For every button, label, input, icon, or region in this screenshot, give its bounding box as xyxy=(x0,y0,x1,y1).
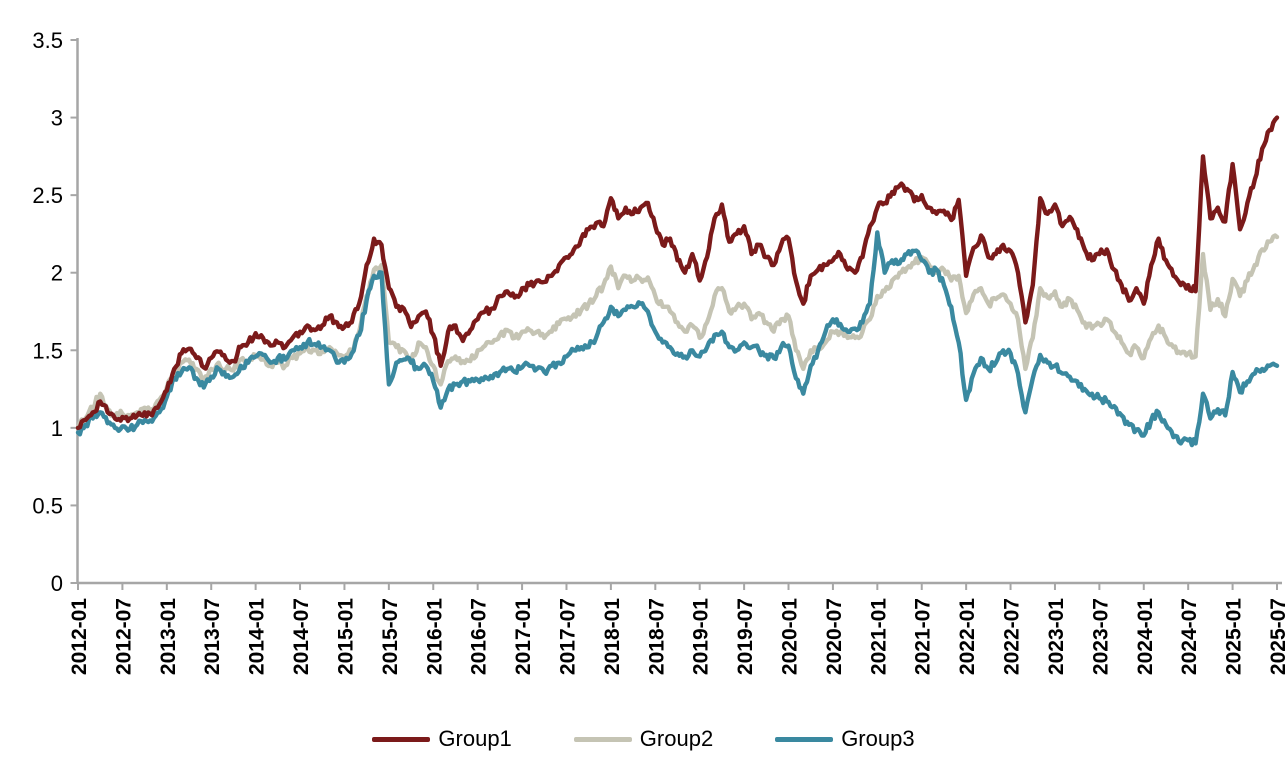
legend-label-group2: Group2 xyxy=(639,726,714,751)
x-tick-label: 2015-01 xyxy=(334,598,357,675)
x-tick-label: 2016-07 xyxy=(468,598,491,675)
x-tick-label: 2015-07 xyxy=(379,598,402,675)
x-tick-label: 2017-07 xyxy=(556,598,579,675)
y-tick-label: 2 xyxy=(51,261,63,286)
x-tick-label: 2016-01 xyxy=(423,598,446,675)
series-line-group1 xyxy=(75,115,1280,431)
y-tick-label: 0 xyxy=(51,571,63,596)
x-tick-label: 2019-07 xyxy=(734,598,757,675)
x-tick-label: 2022-07 xyxy=(1001,598,1024,675)
x-tick-label: 2019-01 xyxy=(690,598,713,675)
legend-swatch-group3 xyxy=(775,736,834,742)
x-tick-label: 2024-01 xyxy=(1134,598,1157,675)
x-tick-label: 2022-01 xyxy=(956,598,979,675)
legend-item-group1: Group1 xyxy=(372,726,512,751)
legend-label-group1: Group1 xyxy=(438,726,512,751)
x-tick-label: 2020-07 xyxy=(823,598,846,675)
legend-swatch-group2 xyxy=(573,736,632,742)
series-line-group3 xyxy=(75,230,1280,448)
y-tick-label: 1 xyxy=(51,416,63,441)
x-tick-label: 2013-01 xyxy=(157,598,180,675)
legend-item-group3: Group3 xyxy=(775,726,915,751)
x-tick-label: 2023-07 xyxy=(1089,598,1112,675)
x-tick-label: 2012-01 xyxy=(68,598,91,675)
y-tick-label: 0.5 xyxy=(32,493,63,518)
x-tick-label: 2023-01 xyxy=(1045,598,1068,675)
x-tick-label: 2017-01 xyxy=(512,598,535,675)
series-line-group2 xyxy=(75,233,1280,431)
x-tick-label: 2014-01 xyxy=(246,598,269,675)
x-tick-label: 2024-07 xyxy=(1178,598,1201,675)
x-tick-label: 2018-07 xyxy=(645,598,668,675)
chart-legend: Group1 Group2 Group3 xyxy=(0,728,1287,750)
x-tick-label: 2014-07 xyxy=(290,598,313,675)
legend-label-group3: Group3 xyxy=(841,726,915,751)
x-tick-label: 2021-01 xyxy=(867,598,890,675)
x-tick-label: 2020-01 xyxy=(779,598,802,675)
legend-item-group2: Group2 xyxy=(573,726,714,751)
y-tick-label: 2.5 xyxy=(32,183,63,208)
y-tick-label: 3 xyxy=(51,106,63,131)
y-tick-label: 3.5 xyxy=(32,28,63,53)
x-tick-label: 2021-07 xyxy=(912,598,935,675)
x-tick-label: 2018-01 xyxy=(601,598,624,675)
legend-swatch-group1 xyxy=(372,736,431,742)
x-tick-label: 2025-07 xyxy=(1267,598,1287,675)
x-tick-label: 2013-07 xyxy=(201,598,224,675)
x-tick-label: 2012-07 xyxy=(112,598,135,675)
x-tick-label: 2025-01 xyxy=(1223,598,1246,675)
y-tick-label: 1.5 xyxy=(32,338,63,363)
